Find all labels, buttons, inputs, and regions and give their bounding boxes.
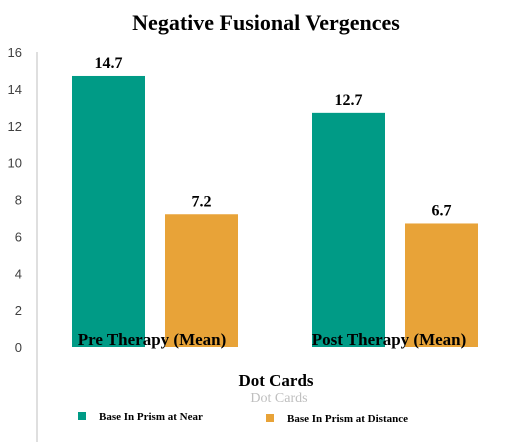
y-tick-label-2: 4: [15, 266, 22, 281]
y-tick-labels: 0 2 4 6 8 10 12 14 16: [8, 45, 22, 355]
category-label-1: Post Therapy (Mean): [312, 330, 467, 349]
y-tick-label-8: 16: [8, 45, 22, 60]
legend: Base In Prism at Near Base In Prism at Di…: [78, 411, 408, 425]
data-labels: 14.7 12.7 7.2 6.7: [95, 55, 452, 220]
bar-s0-c1: [312, 112, 385, 347]
bar-s0-c0: [72, 75, 145, 347]
x-axis-ghost-label: Dot Cards: [250, 391, 307, 406]
data-label-s0-c0: 14.7: [95, 55, 123, 72]
y-tick-label-1: 2: [15, 303, 22, 318]
category-labels: Pre Therapy (Mean) Post Therapy (Mean): [78, 330, 467, 349]
y-tick-label-7: 14: [8, 82, 22, 97]
y-tick-label-5: 10: [8, 156, 22, 171]
y-tick-label-3: 6: [15, 229, 22, 244]
legend-label-0: Base In Prism at Near: [99, 411, 203, 423]
data-label-s0-c1: 12.7: [335, 92, 363, 109]
legend-label-1: Base In Prism at Distance: [287, 413, 408, 425]
legend-swatch-0: [78, 412, 86, 420]
y-tick-label-6: 12: [8, 119, 22, 134]
x-axis-label: Dot Cards: [238, 371, 313, 390]
legend-swatch-1: [266, 414, 274, 422]
data-label-s1-c0: 7.2: [192, 193, 212, 210]
category-label-0: Pre Therapy (Mean): [78, 330, 227, 349]
chart-title: Negative Fusional Vergences: [132, 10, 400, 35]
bars: [72, 75, 478, 347]
bar-s1-c0: [165, 214, 238, 347]
y-tick-label-0: 0: [15, 340, 22, 355]
data-label-s1-c1: 6.7: [432, 202, 452, 219]
bar-s1-c1: [405, 223, 478, 347]
y-tick-label-4: 8: [15, 193, 22, 208]
